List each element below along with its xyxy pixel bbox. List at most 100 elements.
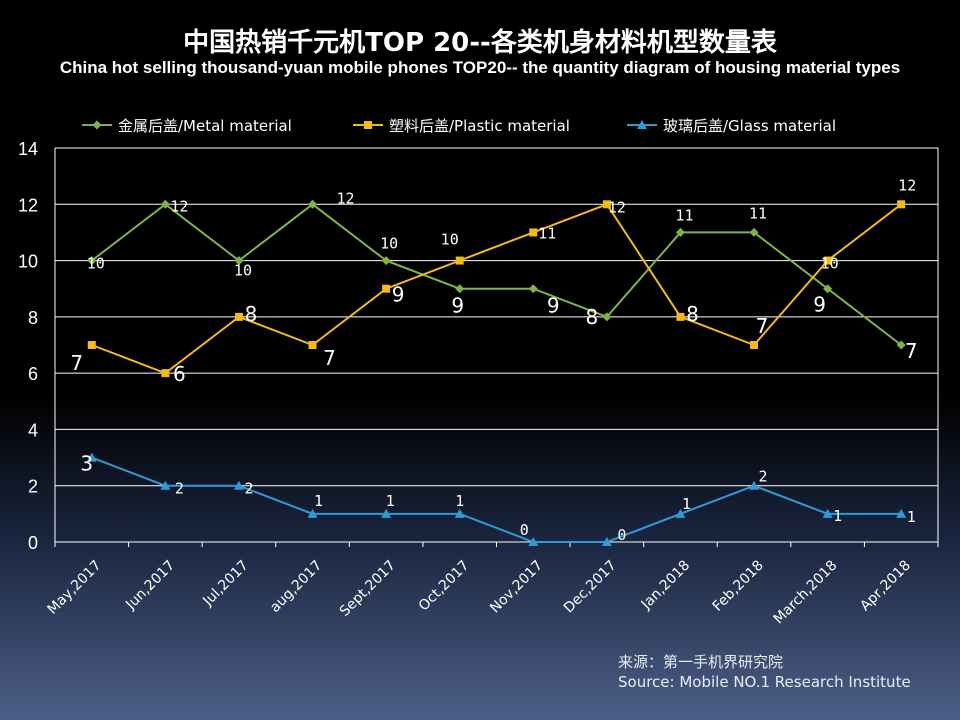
series-plastic: 7 6 8 7 9 10 11 12 8 7 10 12 bbox=[70, 176, 916, 386]
data-label-metal: 11 bbox=[675, 206, 693, 224]
data-label-glass: 1 bbox=[386, 492, 395, 510]
data-point-plastic bbox=[234, 312, 243, 321]
data-point-metal bbox=[602, 312, 612, 322]
data-label-metal: 7 bbox=[905, 339, 918, 363]
legend-marker bbox=[364, 121, 372, 129]
data-point-plastic bbox=[308, 341, 317, 349]
data-point-plastic bbox=[823, 256, 832, 265]
x-tick-label: Jul,2017 bbox=[199, 558, 251, 610]
x-tick-label: Oct,2017 bbox=[416, 558, 473, 615]
data-point-metal bbox=[234, 256, 244, 266]
data-label-metal: 9 bbox=[547, 294, 560, 318]
data-point-glass bbox=[86, 452, 97, 462]
chart-subtitle: China hot selling thousand-yuan mobile p… bbox=[59, 58, 901, 77]
data-label-plastic: 12 bbox=[898, 176, 916, 194]
data-label-glass: 1 bbox=[907, 508, 916, 526]
data-point-plastic bbox=[455, 256, 464, 265]
source-note: 来源：第一手机界研究院 Source: Mobile NO.1 Research… bbox=[618, 652, 911, 692]
data-label-plastic: 7 bbox=[70, 351, 83, 375]
data-point-glass bbox=[307, 508, 318, 518]
data-point-glass bbox=[528, 537, 539, 546]
y-tick-label: 14 bbox=[18, 139, 38, 159]
data-label-plastic: 8 bbox=[686, 302, 699, 326]
y-tick-label: 4 bbox=[28, 420, 38, 440]
data-label-metal: 10 bbox=[380, 235, 398, 253]
x-tick-label: Apr,2018 bbox=[857, 558, 914, 615]
data-label-metal: 9 bbox=[451, 294, 464, 318]
data-label-glass: 0 bbox=[617, 526, 626, 544]
data-point-metal bbox=[675, 227, 685, 237]
data-label-plastic: 7 bbox=[756, 314, 769, 338]
data-label-plastic: 6 bbox=[173, 362, 186, 386]
data-label-glass: 1 bbox=[455, 492, 464, 510]
y-tick-label: 2 bbox=[28, 477, 38, 497]
legend-label: 金属后盖/Metal material bbox=[118, 117, 292, 135]
chart-title: 中国热销千元机TOP 20--各类机身材料机型数量表 bbox=[183, 28, 777, 58]
legend-item-plastic: 塑料后盖/Plastic material bbox=[353, 117, 570, 135]
data-point-glass bbox=[454, 508, 465, 518]
data-point-glass bbox=[381, 508, 392, 518]
x-tick-label: Jan,2018 bbox=[638, 558, 694, 614]
data-label-metal: 10 bbox=[87, 255, 105, 273]
legend-label: 玻璃后盖/Glass material bbox=[663, 117, 836, 135]
data-point-metal bbox=[87, 256, 97, 266]
data-label-plastic: 10 bbox=[821, 255, 839, 273]
data-point-plastic bbox=[602, 200, 611, 209]
data-label-metal: 10 bbox=[234, 262, 252, 280]
data-point-plastic bbox=[382, 284, 391, 293]
data-point-plastic bbox=[897, 200, 906, 209]
data-point-plastic bbox=[161, 369, 170, 378]
legend-item-metal: 金属后盖/Metal material bbox=[82, 117, 292, 135]
data-label-metal: 8 bbox=[586, 305, 599, 329]
data-label-plastic: 9 bbox=[392, 283, 405, 307]
data-label-metal: 12 bbox=[337, 189, 355, 207]
data-point-metal bbox=[455, 284, 465, 294]
data-point-plastic bbox=[529, 228, 538, 237]
data-label-glass: 1 bbox=[314, 492, 323, 510]
data-point-metal bbox=[896, 340, 906, 350]
legend: 金属后盖/Metal material 塑料后盖/Plastic material… bbox=[82, 117, 836, 135]
series-line-glass bbox=[91, 456, 902, 543]
data-point-glass bbox=[160, 480, 171, 490]
data-point-metal bbox=[749, 227, 759, 237]
x-tick-label: Dec,2017 bbox=[561, 558, 620, 617]
data-label-glass: 2 bbox=[759, 468, 768, 486]
x-tick-label: Sept,2017 bbox=[337, 558, 399, 620]
series-glass: 3 2 2 1 1 1 0 0 1 2 1 1 bbox=[80, 452, 916, 546]
series-metal: 10 12 10 12 10 9 9 8 11 11 9 7 bbox=[87, 189, 918, 363]
data-label-glass: 1 bbox=[833, 507, 842, 525]
legend-label: 塑料后盖/Plastic material bbox=[389, 117, 570, 135]
y-tick-label: 0 bbox=[28, 533, 38, 553]
data-label-plastic: 7 bbox=[323, 346, 336, 370]
series-line-plastic bbox=[91, 203, 902, 375]
legend-item-glass: 玻璃后盖/Glass material bbox=[627, 117, 836, 135]
data-label-metal: 9 bbox=[813, 293, 826, 317]
x-tick-label: Feb,2018 bbox=[710, 558, 767, 615]
data-point-metal bbox=[308, 199, 318, 209]
data-label-plastic: 10 bbox=[441, 231, 459, 249]
data-label-glass: 3 bbox=[80, 452, 93, 476]
data-point-metal bbox=[823, 284, 833, 294]
x-tick-label: aug,2017 bbox=[267, 558, 325, 616]
data-point-plastic bbox=[750, 341, 759, 349]
data-label-metal: 12 bbox=[170, 197, 188, 215]
x-tick-label: May,2017 bbox=[44, 558, 104, 618]
data-point-glass bbox=[233, 480, 244, 490]
y-tick-label: 10 bbox=[18, 252, 38, 272]
data-point-glass bbox=[675, 508, 686, 518]
y-tick-label: 8 bbox=[28, 308, 38, 328]
data-label-glass: 0 bbox=[520, 521, 529, 539]
source-line-en: Source: Mobile NO.1 Research Institute bbox=[618, 673, 911, 691]
data-label-plastic: 12 bbox=[608, 198, 626, 216]
data-label-plastic: 8 bbox=[245, 302, 258, 326]
source-line-cn: 来源：第一手机界研究院 bbox=[618, 653, 784, 671]
data-point-metal bbox=[160, 199, 170, 209]
data-point-glass bbox=[822, 508, 833, 518]
x-tick-label: Jun,2017 bbox=[122, 558, 178, 614]
data-point-plastic bbox=[676, 312, 685, 321]
data-point-glass bbox=[896, 508, 907, 518]
data-point-metal bbox=[381, 256, 391, 266]
legend-marker bbox=[637, 120, 647, 129]
x-tick-label: Nov,2017 bbox=[487, 558, 546, 617]
